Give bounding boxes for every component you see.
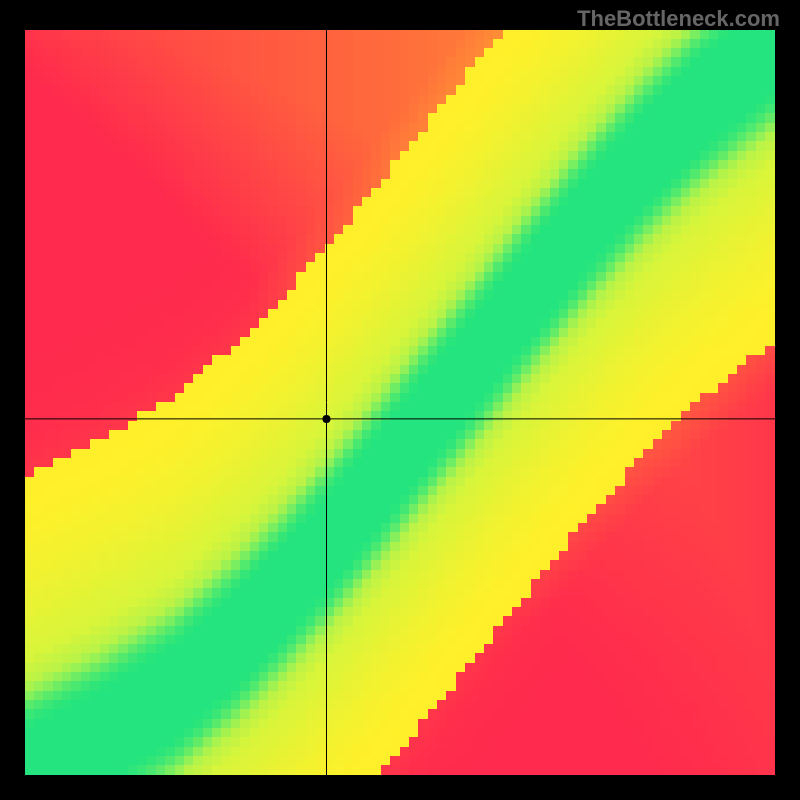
heatmap-plot bbox=[25, 30, 775, 775]
chart-container: TheBottleneck.com bbox=[0, 0, 800, 800]
heatmap-canvas bbox=[25, 30, 775, 775]
watermark-text: TheBottleneck.com bbox=[577, 6, 780, 32]
